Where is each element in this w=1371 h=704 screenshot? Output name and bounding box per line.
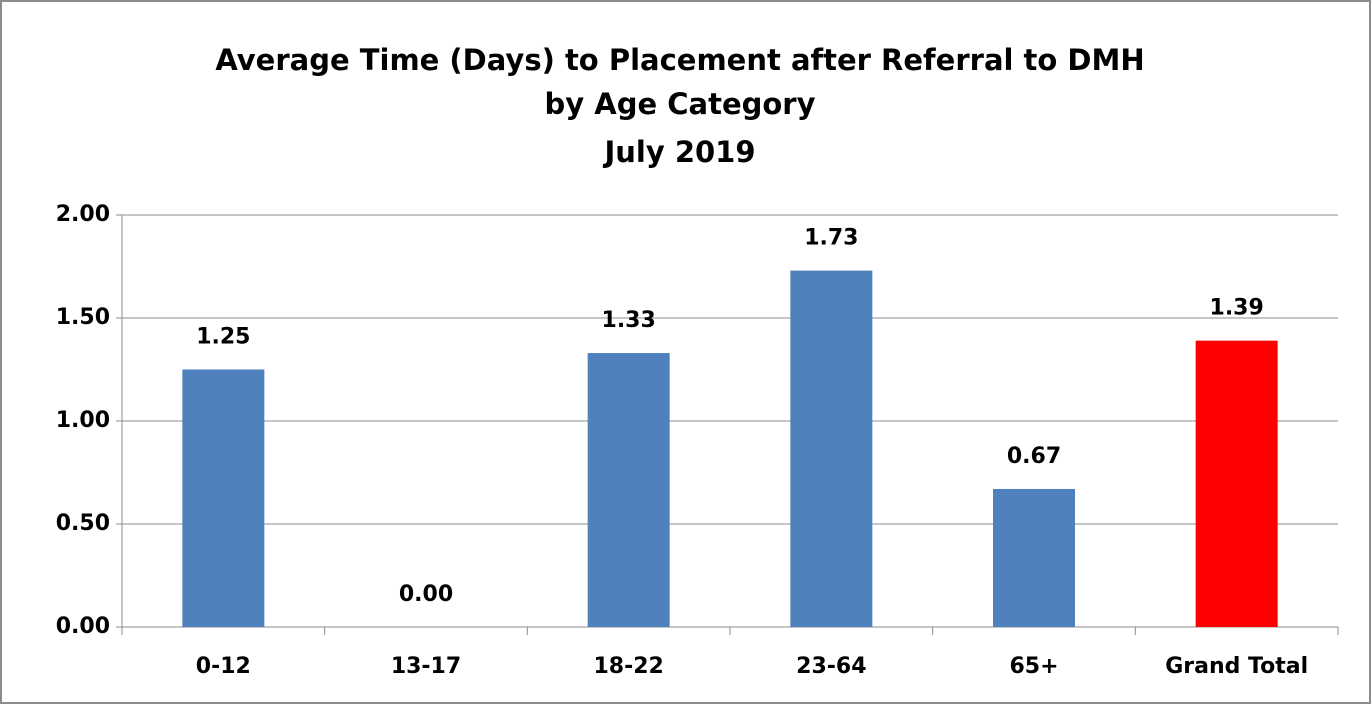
data-label: 0.00	[399, 582, 453, 607]
y-tick-label: 1.00	[56, 408, 110, 433]
y-tick-label: 1.50	[56, 305, 110, 330]
chart-title: by Age Category	[545, 87, 816, 121]
bar	[182, 369, 265, 627]
chart-title: July 2019	[602, 135, 755, 169]
bar	[790, 270, 873, 627]
x-tick-label: Grand Total	[1165, 654, 1308, 679]
data-label: 1.73	[804, 226, 858, 251]
chart-title: Average Time (Days) to Placement after R…	[215, 43, 1144, 77]
x-tick-label: 18-22	[593, 654, 663, 679]
data-label: 1.25	[196, 325, 250, 350]
data-label: 0.67	[1007, 444, 1061, 469]
bar	[993, 488, 1075, 627]
bar	[1195, 340, 1278, 627]
data-label: 1.33	[602, 308, 656, 333]
bar	[587, 353, 670, 627]
data-label: 1.39	[1210, 296, 1264, 321]
x-tick-label: 23-64	[796, 654, 866, 679]
x-tick-label: 0-12	[196, 654, 251, 679]
x-tick-label: 65+	[1009, 654, 1058, 679]
x-tick-label: 13-17	[391, 654, 461, 679]
y-tick-label: 0.00	[56, 614, 110, 639]
y-tick-label: 0.50	[56, 511, 110, 536]
y-tick-label: 2.00	[56, 202, 110, 227]
